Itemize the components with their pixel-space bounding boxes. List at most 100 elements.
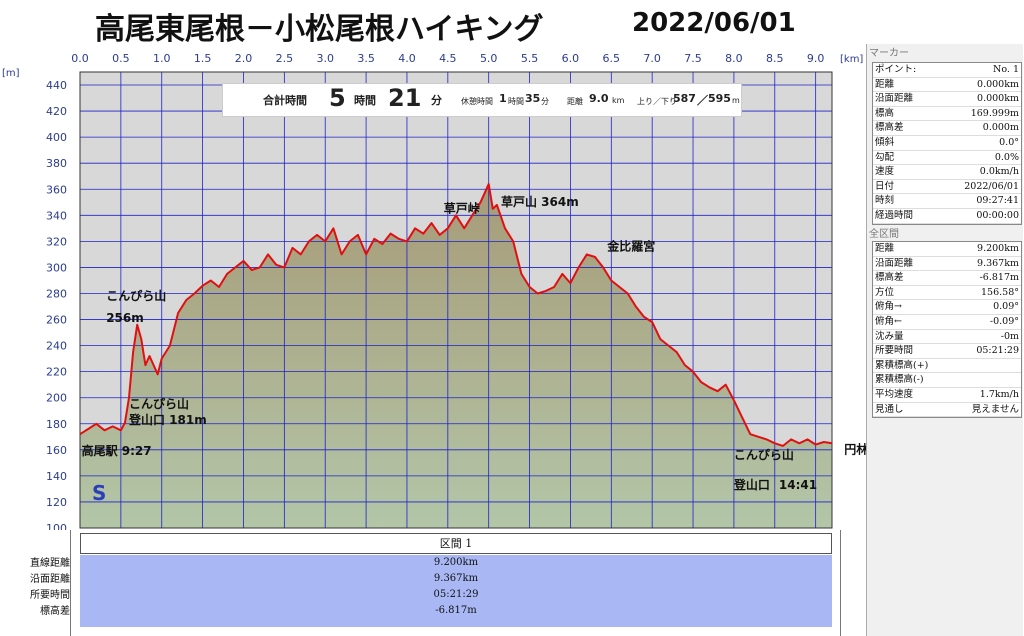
info-row: 見通し 見えません xyxy=(873,403,1021,418)
summary-box: 合計時間 5 時間 21 分 休憩時間 1 時間 35 分 距離 9.0 km … xyxy=(222,83,742,117)
info-label: 沿面距離 xyxy=(875,93,914,105)
y-tick-label: 440 xyxy=(46,79,67,92)
total-panel-title: 全区間 xyxy=(869,229,899,240)
info-label: 距離 xyxy=(875,243,895,254)
distance-label: 距離 xyxy=(567,97,583,106)
section-value: 9.367km xyxy=(433,573,479,584)
rest-minutes: 35 xyxy=(525,92,541,105)
info-row: 距離 9.200km xyxy=(873,242,1021,257)
annotation-label: 草戸峠 xyxy=(444,201,480,216)
annotation-label: 草戸山 364m xyxy=(501,194,579,209)
y-tick-label: 420 xyxy=(46,105,67,118)
info-value: 0.000km xyxy=(977,78,1019,90)
info-row: 傾斜 0.0° xyxy=(873,136,1021,151)
annotation-label: 14:41 xyxy=(779,478,817,492)
info-row: 沿面距離 9.367km xyxy=(873,257,1021,272)
marker-table: ポイント: No. 1 距離 0.000km 沿面距離 0.000km 標高 169.999m… xyxy=(872,62,1022,225)
info-value: 00:00:00 xyxy=(976,209,1019,221)
chart-title: 高尾東尾根－小松尾根ハイキング xyxy=(95,12,544,47)
updown-label: 上り／下り xyxy=(637,97,677,106)
info-row: 標高差 -6.817m xyxy=(873,271,1021,286)
y-tick-label: 200 xyxy=(46,392,67,405)
annotation-label: 登山口 181m xyxy=(128,412,207,427)
x-tick-label: 2.5 xyxy=(276,52,294,65)
x-tick-label: 0.0 xyxy=(71,52,89,65)
info-row: 経過時間 00:00:00 xyxy=(873,209,1021,224)
section-labels: 直線距離 沿面距離 所要時間 標高差 xyxy=(0,556,70,620)
info-value: 0.09° xyxy=(993,301,1019,313)
annotation-label: 256m xyxy=(106,311,144,325)
x-tick-label: 6.5 xyxy=(603,52,621,65)
x-tick-label: 5.5 xyxy=(521,52,539,65)
total-table: 距離 9.200km 沿面距離 9.367km 標高差 -6.817m 方位 156.58° 俯… xyxy=(872,241,1022,419)
annotation-label: 高尾駅 9:27 xyxy=(82,443,152,458)
annotation-label: こんぴら山 xyxy=(129,396,189,411)
x-tick-label: 8.0 xyxy=(725,52,743,65)
info-row: 日付 2022/06/01 xyxy=(873,180,1021,195)
y-tick-label: 300 xyxy=(46,261,67,274)
chart-date: 2022/06/01 xyxy=(632,8,796,38)
info-label: 累積標高(+) xyxy=(875,359,929,371)
x-tick-label: 6.0 xyxy=(562,52,580,65)
info-value: 09:27:41 xyxy=(976,195,1019,207)
x-tick-label: 9.0 xyxy=(807,52,825,65)
info-value: -6.817m xyxy=(979,272,1019,284)
info-label: 平均速度 xyxy=(875,388,914,400)
info-label: 沿面距離 xyxy=(875,257,914,269)
section-header[interactable]: 区間 1 xyxy=(80,533,832,554)
info-label: 見通し xyxy=(875,403,904,415)
elevation-area xyxy=(80,184,832,528)
info-row: 所要時間 05:21:29 xyxy=(873,344,1021,359)
x-tick-label: 2.0 xyxy=(235,52,253,65)
y-tick-label: 100 xyxy=(46,522,67,530)
info-label: 沈み量 xyxy=(875,330,904,342)
y-tick-label: 240 xyxy=(46,340,67,353)
info-row: 沈み量 -0m xyxy=(873,330,1021,345)
y-axis-unit: [m] xyxy=(2,68,20,79)
start-marker: S xyxy=(92,481,106,505)
info-label: 累積標高(-) xyxy=(875,374,924,386)
annotation-label: 登山口 xyxy=(733,477,770,492)
info-label: 俯角→ xyxy=(875,301,902,313)
info-row: 平均速度 1.7km/h xyxy=(873,388,1021,403)
info-value: 9.367km xyxy=(977,257,1019,269)
up-value: 587 xyxy=(673,92,696,105)
info-value: 9.200km xyxy=(977,243,1019,254)
updown-unit: m xyxy=(732,96,740,105)
info-label: 速度 xyxy=(875,166,895,178)
info-value: 2022/06/01 xyxy=(964,180,1019,192)
rest-time-label: 休憩時間 xyxy=(461,97,493,106)
down-value: 595 xyxy=(708,92,731,105)
x-tick-label: 7.0 xyxy=(643,52,661,65)
info-value: -0m xyxy=(1000,330,1019,342)
y-tick-label: 380 xyxy=(46,157,67,170)
info-value: 1.7km/h xyxy=(979,388,1019,400)
info-row: 標高差 0.000m xyxy=(873,121,1021,136)
info-label: 標高差 xyxy=(875,272,904,284)
x-tick-label: 3.5 xyxy=(357,52,375,65)
total-time-label: 合計時間 xyxy=(263,94,307,107)
x-tick-label: 7.5 xyxy=(684,52,702,65)
y-tick-label: 280 xyxy=(46,287,67,300)
annotation-label: 円林寺前 ＢＳ 14:49 xyxy=(844,442,866,457)
info-value: No. 1 xyxy=(993,64,1019,75)
info-row: 累積標高(-) xyxy=(873,373,1021,388)
updown-sep: ／ xyxy=(697,94,708,107)
x-tick-label: 4.5 xyxy=(439,52,457,65)
info-value: 169.999m xyxy=(970,107,1019,119)
info-value: 0.0° xyxy=(999,136,1019,148)
y-tick-label: 260 xyxy=(46,314,67,327)
info-row: 方位 156.58° xyxy=(873,286,1021,301)
info-value: 05:21:29 xyxy=(976,345,1019,357)
info-label: 時刻 xyxy=(875,195,895,207)
info-row: 沿面距離 0.000km xyxy=(873,92,1021,107)
section-label: 所要時間 xyxy=(30,590,70,601)
info-label: 勾配 xyxy=(875,151,895,163)
info-value: -0.09° xyxy=(989,315,1019,327)
info-label: 標高 xyxy=(875,107,895,119)
x-tick-label: 8.5 xyxy=(766,52,784,65)
section-label: 標高差 xyxy=(40,606,70,617)
x-tick-label: 1.5 xyxy=(194,52,212,65)
info-row: 速度 0.0km/h xyxy=(873,165,1021,180)
x-tick-label: 4.0 xyxy=(398,52,416,65)
